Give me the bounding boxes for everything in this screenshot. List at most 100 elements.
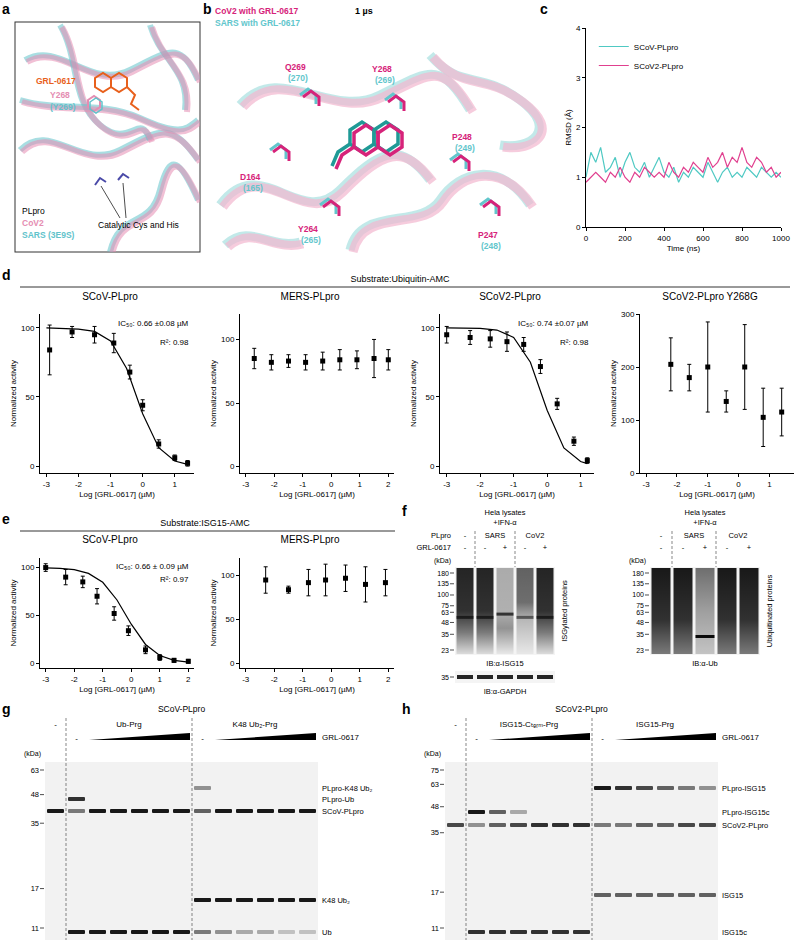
svg-text:63: 63 [441,609,449,616]
svg-text:50: 50 [225,615,234,624]
svg-text:1: 1 [173,480,178,489]
svg-text:-: - [726,543,729,552]
svg-text:Log [GRL-0617] (µM): Log [GRL-0617] (µM) [279,490,355,499]
svg-text:35: 35 [441,674,449,681]
svg-text:35: 35 [431,828,439,837]
svg-text:Y268: Y268 [372,64,392,74]
svg-text:MERS-PLpro: MERS-PLpro [281,534,340,545]
svg-text:100: 100 [421,324,435,333]
svg-text:Normalized activity: Normalized activity [9,360,18,427]
svg-text:-: - [601,734,604,743]
svg-text:+IFN-α: +IFN-α [693,518,717,527]
svg-text:SCoV-PLpro: SCoV-PLpro [158,704,206,714]
svg-text:Log [GRL-0617] (µM): Log [GRL-0617] (µM) [79,685,155,694]
svg-text:-1: -1 [299,480,307,489]
svg-text:CoV2 with GRL-0617: CoV2 with GRL-0617 [215,6,298,16]
svg-text:100: 100 [632,591,644,598]
svg-text:Time (ns): Time (ns) [667,244,701,253]
svg-text:e: e [2,511,10,527]
svg-text:SARS: SARS [485,531,505,540]
svg-text:-: - [524,543,527,552]
svg-text:100: 100 [21,324,35,333]
svg-text:100: 100 [221,335,235,344]
svg-text:b: b [203,1,212,17]
svg-text:0: 0 [736,480,741,489]
svg-text:ISG15c: ISG15c [722,928,747,937]
svg-text:P248: P248 [452,132,472,142]
svg-text:MERS-PLpro: MERS-PLpro [281,291,340,302]
svg-text:48: 48 [31,790,39,799]
svg-text:SCoV-PLpro: SCoV-PLpro [82,291,138,302]
svg-text:GRL-0617: GRL-0617 [36,76,76,86]
svg-text:SCoV-PLpro: SCoV-PLpro [634,43,679,52]
svg-text:63: 63 [31,766,39,775]
svg-text:SCoV2-PLpro: SCoV2-PLpro [722,821,768,830]
svg-text:IC₅₀: 0.74 ±0.07 µM: IC₅₀: 0.74 ±0.07 µM [518,319,589,328]
svg-text:600: 600 [696,234,710,243]
svg-text:d: d [2,267,11,283]
svg-text:1 µs: 1 µs [355,6,373,16]
svg-text:0: 0 [140,480,145,489]
svg-text:2: 2 [386,480,391,489]
svg-text:Normalized activity: Normalized activity [9,579,18,646]
svg-text:+: + [747,543,752,552]
svg-text:Normalized activity: Normalized activity [209,579,218,646]
svg-text:IB:α-GAPDH: IB:α-GAPDH [484,687,527,696]
svg-text:48: 48 [636,619,644,626]
svg-text:GRL-0617: GRL-0617 [416,543,451,552]
svg-text:200: 200 [621,363,635,372]
svg-text:0: 0 [545,480,550,489]
svg-text:R²: 0.97: R²: 0.97 [160,575,189,584]
svg-text:RMSD (Å): RMSD (Å) [564,109,573,146]
svg-text:IC₅₀: 0.66 ± 0.09 µM: IC₅₀: 0.66 ± 0.09 µM [116,562,189,571]
svg-text:35: 35 [441,631,449,638]
svg-text:D164: D164 [240,172,261,182]
svg-text:c: c [540,1,548,17]
svg-text:-2: -2 [71,675,79,684]
svg-text:Log [GRL-0617] (µM): Log [GRL-0617] (µM) [79,490,155,499]
svg-text:IB:α-Ub: IB:α-Ub [692,659,718,668]
svg-text:17: 17 [31,884,39,893]
svg-text:180: 180 [437,570,449,577]
svg-text:300: 300 [621,310,635,319]
svg-text:0: 0 [230,659,235,668]
svg-text:1: 1 [158,675,163,684]
svg-text:(165): (165) [243,183,263,193]
svg-text:-: - [475,734,478,743]
svg-text:(248): (248) [481,241,501,251]
svg-text:PLpro: PLpro [431,531,451,540]
svg-text:-1: -1 [99,675,107,684]
svg-text:-1: -1 [704,480,712,489]
svg-text:SCoV2-PLpro: SCoV2-PLpro [634,62,684,71]
svg-text:0: 0 [430,462,435,471]
svg-text:+: + [703,543,708,552]
svg-text:R²: 0.98: R²: 0.98 [560,338,589,347]
svg-text:-1: -1 [107,480,115,489]
svg-text:-: - [464,531,467,540]
svg-text:35: 35 [31,819,39,828]
svg-text:0: 0 [329,675,334,684]
svg-text:50: 50 [425,393,434,402]
svg-text:100: 100 [437,591,449,598]
svg-text:-1: -1 [299,675,307,684]
svg-text:Q269: Q269 [285,62,306,72]
svg-text:-: - [75,734,78,743]
svg-text:-: - [464,543,467,552]
svg-text:GRL-0617: GRL-0617 [322,733,359,742]
svg-text:SCoV2-PLpro: SCoV2-PLpro [555,704,608,714]
svg-text:-: - [484,543,487,552]
svg-text:a: a [2,1,10,17]
svg-text:3: 3 [576,74,581,83]
svg-text:GRL-0617: GRL-0617 [722,733,759,742]
svg-text:-: - [454,720,457,729]
svg-text:IC₅₀: 0.66 ±0.08 µM: IC₅₀: 0.66 ±0.08 µM [118,319,189,328]
svg-text:(kDa): (kDa) [24,750,41,758]
svg-text:-: - [201,734,204,743]
svg-text:K48 Ub₂: K48 Ub₂ [322,896,350,905]
svg-text:Normalized activity: Normalized activity [409,360,418,427]
svg-text:48: 48 [431,802,439,811]
svg-text:(270): (270) [288,73,308,83]
svg-text:-3: -3 [443,480,451,489]
svg-text:f: f [402,503,407,519]
svg-text:100: 100 [21,563,35,572]
